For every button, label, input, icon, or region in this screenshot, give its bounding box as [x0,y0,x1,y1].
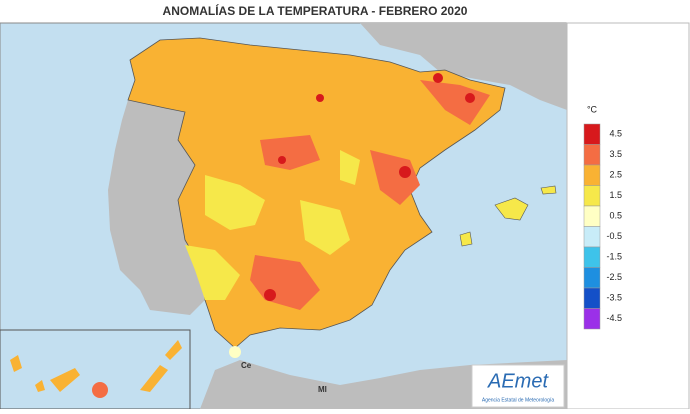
island [92,382,108,398]
legend-label: 1.5 [609,190,622,200]
legend-swatch [583,287,601,309]
hotspot [316,94,324,102]
zone [185,245,240,300]
place-label: Ml [318,385,327,394]
zone [260,135,320,170]
legend-swatch [583,205,601,227]
legend-label: 4.5 [609,129,622,139]
zone [340,150,360,185]
legend: °C 4.5 3.5 2.5 1.5 0.5 -0.5 -1.5 -2.5 -3.5 -4.5 [566,22,690,410]
legend-label: 2.5 [609,170,622,180]
island [50,368,80,392]
island [165,340,182,360]
zone [420,80,490,125]
logo-name: AEmet [487,370,549,392]
legend-swatch [583,185,601,207]
island [35,380,45,392]
legend-label: -1.5 [606,252,622,262]
hotspot [278,156,286,164]
legend-label: 0.5 [609,211,622,221]
title: ANOMALÍAS DE LA TEMPERATURA - FEBRERO 20… [163,3,468,18]
legend-swatch [583,164,601,186]
france [360,23,567,110]
hotspot [465,93,475,103]
legend-label: -2.5 [606,272,622,282]
zone [229,346,241,358]
hotspot [264,289,276,301]
mallorca [494,197,529,221]
island [140,365,168,392]
legend-swatch [583,267,601,289]
legend-label: -4.5 [606,313,622,323]
ibiza [459,231,473,247]
logo-caption: Agencia Estatal de Meteorología [482,397,554,403]
legend-swatch [583,308,601,330]
menorca [540,185,557,195]
hotspot [433,73,443,83]
logo-box [471,364,565,408]
zone [300,200,350,255]
portugal [108,100,205,315]
legend-swatch [583,144,601,166]
hotspot [399,166,411,178]
legend-label: -0.5 [606,231,622,241]
place-label: Ce [241,361,252,370]
legend-label: 3.5 [609,149,622,159]
legend-label: -3.5 [606,293,622,303]
zone [370,150,420,205]
map: Ce Ml AEmet Agencia Estatal de Meteorolo… [0,22,568,410]
legend-unit: °C [587,104,598,114]
legend-swatch [583,226,601,248]
legend-swatch [583,123,601,145]
legend-swatch [583,246,601,268]
island [10,355,22,372]
zone [205,175,265,230]
